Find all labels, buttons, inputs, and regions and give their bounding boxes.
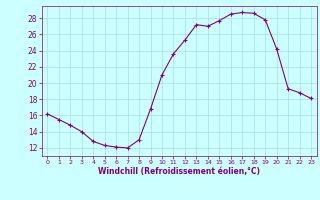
X-axis label: Windchill (Refroidissement éolien,°C): Windchill (Refroidissement éolien,°C) [98,167,260,176]
